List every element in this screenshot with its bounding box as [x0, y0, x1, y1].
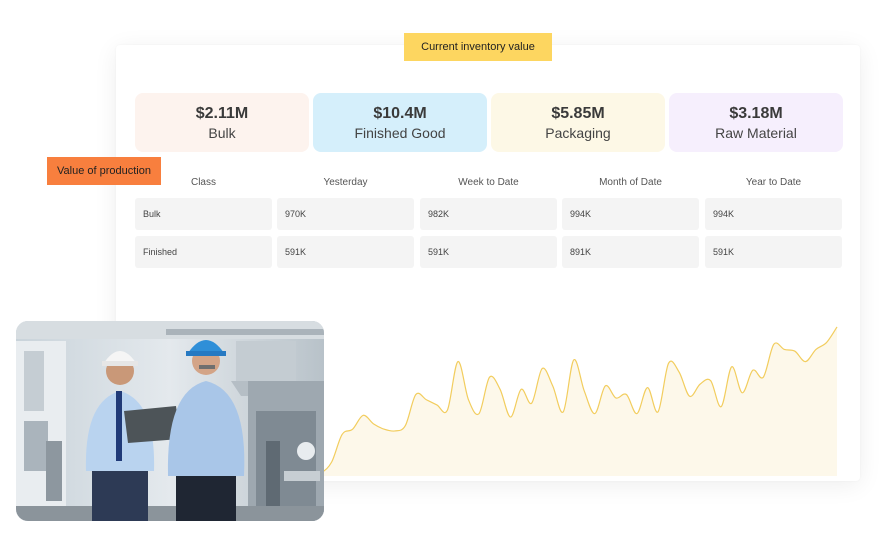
column-header-yesterday: Yesterday — [323, 177, 368, 188]
column-header-month-of-date: Month of Date — [599, 177, 662, 188]
chart-series-line — [300, 326, 838, 474]
table-cell: 591K — [277, 236, 414, 268]
inventory-tag: Current inventory value — [404, 33, 552, 61]
engineers-photo — [16, 321, 324, 521]
column-header-week-to-date: Week to Date — [458, 177, 519, 188]
kpi-value: $2.11M — [195, 104, 249, 122]
table-cell: 591K — [705, 236, 842, 268]
column-header-year-to-date: Year to Date — [745, 177, 802, 188]
kpi-label: Packaging — [545, 124, 611, 141]
kpi-card-packaging: $5.85M Packaging — [491, 93, 665, 152]
table-cell: Bulk — [135, 198, 272, 230]
production-area-chart — [300, 326, 838, 476]
table-cell: 994K — [562, 198, 699, 230]
factory-illustration — [16, 321, 324, 521]
column-header-class: Class — [190, 177, 216, 188]
table-cell: Finished — [135, 236, 272, 268]
kpi-label: Raw Material — [715, 124, 797, 141]
kpi-value: $10.4M — [373, 104, 427, 122]
kpi-label: Bulk — [208, 124, 236, 141]
table-cell: 891K — [562, 236, 699, 268]
table-cell: 982K — [420, 198, 557, 230]
table-cell: 970K — [277, 198, 414, 230]
production-tag: Value of production — [47, 157, 161, 185]
kpi-card-bulk: $2.11M Bulk — [135, 93, 309, 152]
table-cell: 591K — [420, 236, 557, 268]
kpi-card-finished-good: $10.4M Finished Good — [313, 93, 487, 152]
table-cell: 994K — [705, 198, 842, 230]
kpi-label: Finished Good — [354, 124, 446, 141]
chart-area-fill — [300, 326, 837, 476]
kpi-value: $3.18M — [729, 104, 783, 122]
kpi-value: $5.85M — [551, 104, 605, 122]
kpi-card-raw-material: $3.18M Raw Material — [669, 93, 843, 152]
